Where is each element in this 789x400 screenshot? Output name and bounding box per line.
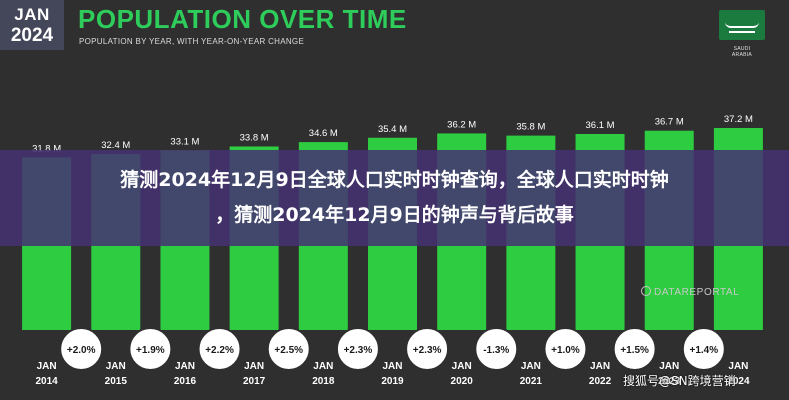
- headline-line-2: ，猜测2024年12月9日的钟声与背后故事: [215, 204, 574, 226]
- badge-month: JAN: [14, 5, 50, 24]
- yoy-circle-6: [405, 327, 450, 371]
- yoy-circle-10: [681, 327, 726, 371]
- x-tick-year-2021: 2021: [520, 376, 543, 387]
- watermark: 搜狐号@SN跨境营销: [623, 374, 736, 388]
- x-tick-year-2023: 2023: [658, 376, 681, 387]
- yoy-label-8: +1.0%: [551, 345, 580, 356]
- value-label-2020: 36.2 M: [447, 119, 476, 130]
- x-tick-year-2019: 2019: [381, 376, 404, 387]
- x-tick-month-2019: JAN: [382, 361, 402, 372]
- flag-label: SAUDI ARABIA: [719, 46, 765, 58]
- value-label-2016: 33.1 M: [170, 136, 199, 147]
- yoy-circle-4: [266, 327, 311, 371]
- x-tick-month-2016: JAN: [175, 361, 195, 372]
- value-label-2021: 35.8 M: [516, 122, 545, 133]
- chart-title: POPULATION OVER TIME: [78, 4, 407, 34]
- flag-label-line2: ARABIA: [731, 52, 753, 58]
- x-tick-month-2017: JAN: [244, 361, 264, 372]
- yoy-label-1: +2.0%: [67, 345, 96, 356]
- value-label-2024: 37.2 M: [724, 114, 753, 125]
- x-tick-month-2022: JAN: [590, 361, 610, 372]
- headline-banner: [0, 150, 789, 246]
- value-label-2018: 34.6 M: [309, 128, 338, 139]
- source-label: DATAREPORTAL: [654, 287, 740, 298]
- yoy-circle-7: [474, 327, 519, 371]
- saudi-arabia-flag-icon: [719, 10, 765, 40]
- yoy-circle-5: [335, 327, 380, 371]
- x-tick-year-2014: 2014: [35, 376, 58, 387]
- x-tick-month-2020: JAN: [452, 361, 472, 372]
- yoy-label-7: -1.3%: [483, 345, 509, 356]
- headline-line-1: 猜测2024年12月9日全球人口实时时钟查询，全球人口实时时钟: [120, 169, 669, 191]
- yoy-label-2: +1.9%: [136, 345, 165, 356]
- yoy-label-3: +2.2%: [205, 345, 234, 356]
- yoy-circle-3: [197, 327, 242, 371]
- chart-subtitle: POPULATION BY YEAR, WITH YEAR-ON-YEAR CH…: [79, 37, 305, 46]
- x-tick-year-2022: 2022: [589, 376, 612, 387]
- yoy-label-4: +2.5%: [274, 345, 303, 356]
- yoy-label-9: +1.5%: [620, 345, 649, 356]
- datareportal-logo-icon: [641, 286, 651, 296]
- x-tick-month-2023: JAN: [659, 361, 679, 372]
- x-tick-month-2021: JAN: [521, 361, 541, 372]
- date-badge: JAN 2024: [0, 0, 64, 50]
- x-tick-year-2020: 2020: [451, 376, 474, 387]
- x-tick-year-2018: 2018: [312, 376, 335, 387]
- yoy-circle-9: [612, 327, 657, 371]
- headline-text: 猜测2024年12月9日全球人口实时时钟查询，全球人口实时时钟 ，猜测2024年…: [0, 163, 789, 233]
- x-tick-month-2024: JAN: [728, 361, 748, 372]
- value-label-2015: 32.4 M: [101, 140, 130, 151]
- yoy-label-6: +2.3%: [413, 345, 442, 356]
- x-tick-year-2015: 2015: [105, 376, 128, 387]
- flag-label-line1: SAUDI: [733, 46, 751, 52]
- yoy-label-5: +2.3%: [344, 345, 373, 356]
- x-tick-month-2018: JAN: [313, 361, 333, 372]
- value-label-2022: 36.1 M: [586, 120, 615, 131]
- yoy-label-10: +1.4%: [689, 345, 718, 356]
- x-tick-month-2014: JAN: [37, 361, 57, 372]
- value-label-2023: 36.7 M: [655, 117, 684, 128]
- value-label-2019: 35.4 M: [378, 124, 407, 135]
- value-label-2017: 33.8 M: [240, 132, 269, 143]
- yoy-circle-8: [543, 327, 588, 371]
- yoy-circle-2: [128, 327, 173, 371]
- x-tick-year-2017: 2017: [243, 376, 266, 387]
- x-tick-year-2016: 2016: [174, 376, 197, 387]
- yoy-circle-1: [59, 327, 104, 371]
- badge-year: 2024: [10, 25, 54, 46]
- value-label-2014: 31.8 M: [32, 143, 61, 154]
- x-tick-month-2015: JAN: [106, 361, 126, 372]
- x-tick-year-2024: 2024: [727, 376, 750, 387]
- source-credit: DATAREPORTAL: [641, 286, 739, 298]
